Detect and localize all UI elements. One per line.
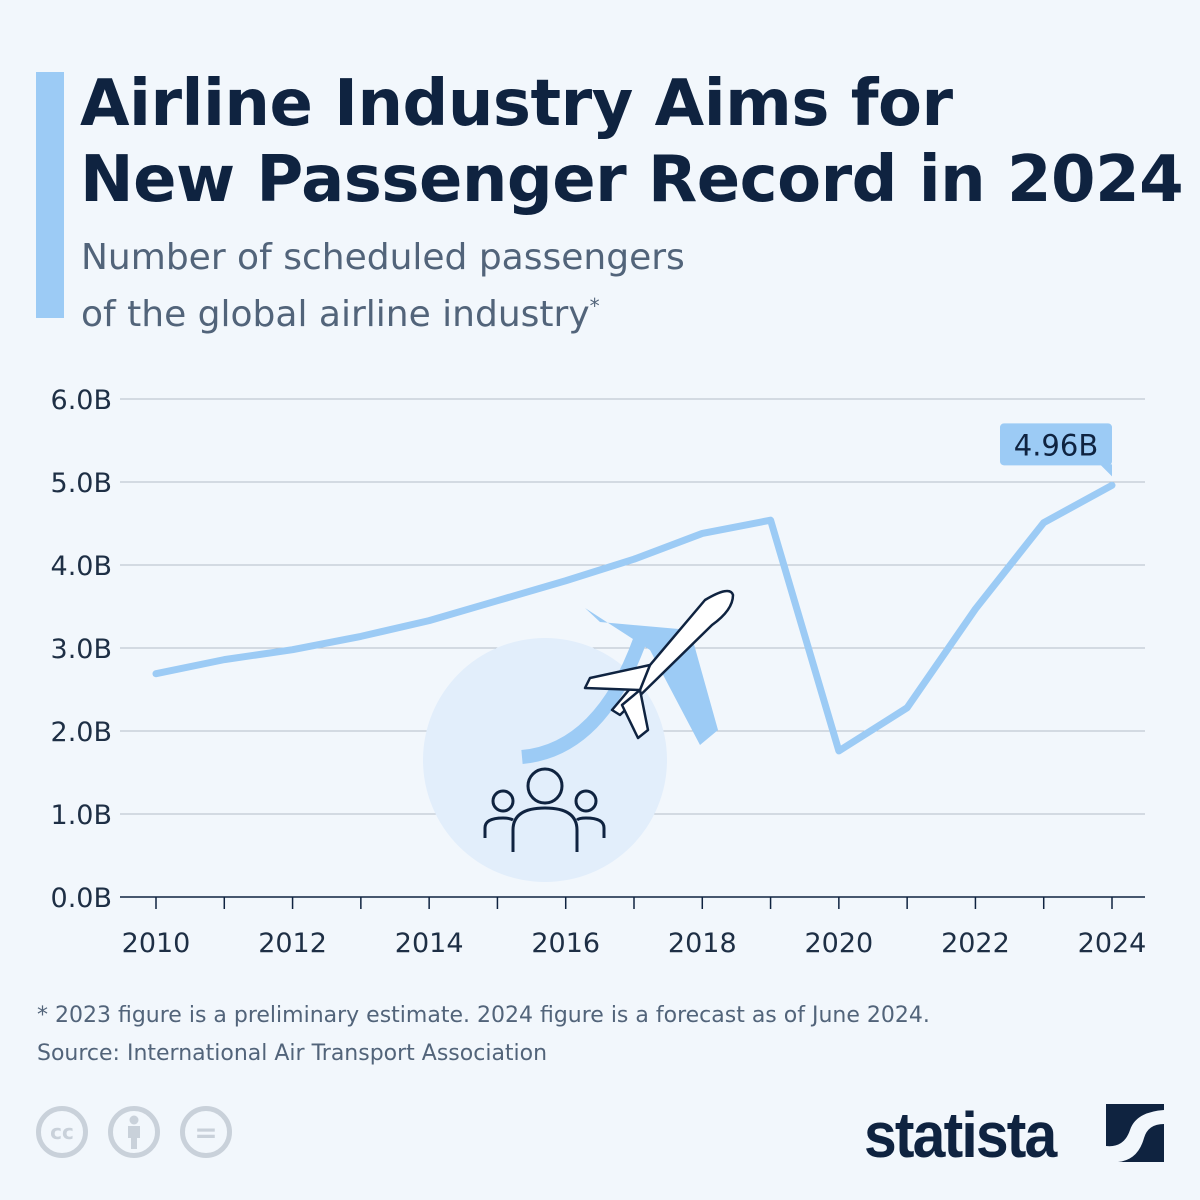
subtitle: Number of scheduled passengers of the glo… bbox=[81, 237, 685, 335]
x-tick-label: 2012 bbox=[258, 928, 327, 959]
value-callout bbox=[1000, 423, 1112, 466]
y-tick-label: 3.0B bbox=[51, 634, 112, 665]
statista-logo-mark bbox=[1106, 1104, 1164, 1162]
passengers-icon bbox=[483, 767, 606, 852]
cc-icon[interactable]: cc bbox=[36, 1106, 88, 1158]
y-tick-label: 1.0B bbox=[51, 800, 112, 831]
x-tick-label: 2024 bbox=[1078, 928, 1147, 959]
airplane-icon bbox=[583, 589, 735, 740]
x-tick-label: 2016 bbox=[531, 928, 600, 959]
y-tick-label: 5.0B bbox=[51, 468, 112, 499]
plane-trail bbox=[521, 637, 647, 764]
x-tick-label: 2022 bbox=[941, 928, 1010, 959]
y-tick-label: 6.0B bbox=[51, 385, 112, 416]
attribution-icon[interactable] bbox=[108, 1106, 160, 1158]
y-tick-label: 4.0B bbox=[51, 551, 112, 582]
x-tick-label: 2014 bbox=[395, 928, 464, 959]
no-derivatives-icon[interactable]: = bbox=[180, 1106, 232, 1158]
source: Source: International Air Transport Asso… bbox=[37, 1041, 548, 1066]
y-tick-label: 0.0B bbox=[51, 883, 112, 914]
page-title: Airline Industry Aims for New Passenger R… bbox=[80, 67, 1184, 217]
line-chart: 0.0B 1.0B 2.0B 3.0B 4.0B 5.0B 6.0B 2010 2012 201… bbox=[51, 385, 1147, 959]
value-callout-label: 4.96B bbox=[1014, 428, 1098, 462]
y-tick-label: 2.0B bbox=[51, 717, 112, 748]
statista-logo[interactable]: statista bbox=[864, 1099, 1057, 1171]
x-tick-label: 2010 bbox=[122, 928, 191, 959]
footnote: * 2023 figure is a preliminary estimate.… bbox=[37, 1003, 930, 1028]
title-accent-bar bbox=[36, 72, 64, 318]
x-tick-label: 2020 bbox=[804, 928, 873, 959]
value-callout-pointer bbox=[1100, 464, 1112, 477]
illustration bbox=[423, 589, 735, 882]
x-tick-label: 2018 bbox=[668, 928, 737, 959]
